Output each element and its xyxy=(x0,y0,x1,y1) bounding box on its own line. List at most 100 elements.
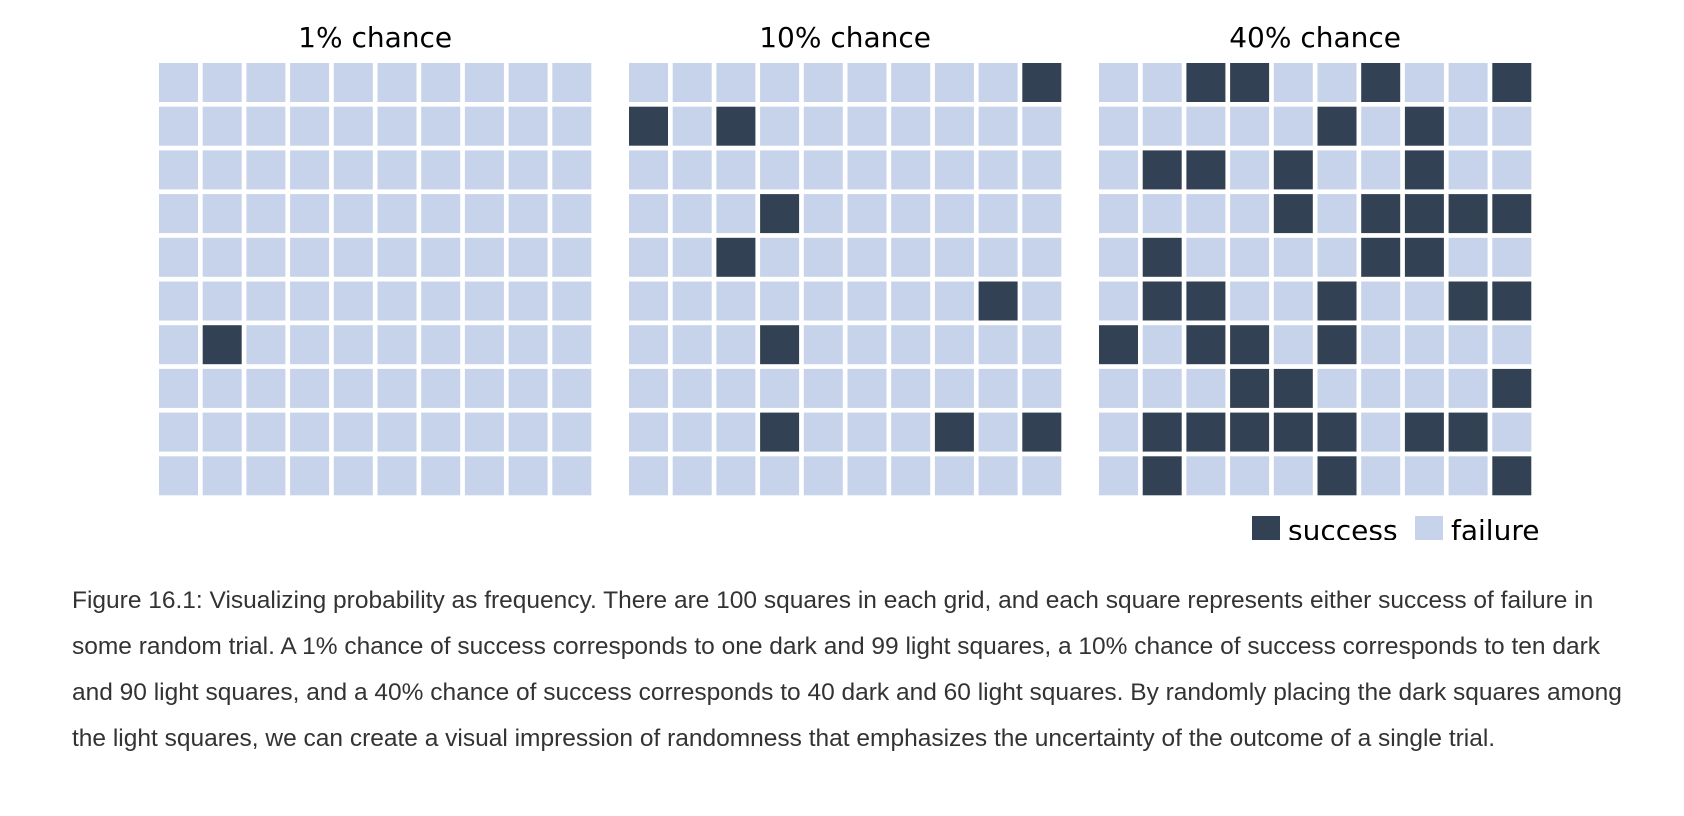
failure-square xyxy=(760,456,800,496)
failure-square xyxy=(716,194,756,234)
failure-square xyxy=(847,63,887,102)
failure-square xyxy=(202,412,242,452)
failure-square xyxy=(552,194,592,234)
failure-square xyxy=(290,412,330,452)
failure-square xyxy=(672,106,712,146)
failure-square xyxy=(1273,281,1313,321)
failure-square xyxy=(202,237,242,277)
failure-square xyxy=(1230,281,1270,321)
failure-square xyxy=(672,412,712,452)
failure-square xyxy=(672,368,712,408)
legend-success-label: success xyxy=(1288,514,1398,540)
failure-square xyxy=(333,237,373,277)
failure-square xyxy=(1186,194,1226,234)
failure-square xyxy=(803,106,843,146)
failure-square xyxy=(672,63,712,102)
success-square xyxy=(760,194,800,234)
success-square xyxy=(1317,281,1357,321)
failure-square xyxy=(1099,194,1138,234)
failure-square xyxy=(1492,412,1532,452)
failure-square xyxy=(377,368,417,408)
failure-square xyxy=(978,106,1018,146)
failure-square xyxy=(290,237,330,277)
failure-square xyxy=(847,106,887,146)
success-square xyxy=(760,325,800,365)
failure-square xyxy=(421,237,461,277)
failure-square xyxy=(508,456,548,496)
failure-square xyxy=(891,281,931,321)
failure-square xyxy=(508,63,548,102)
failure-square xyxy=(1099,456,1138,496)
failure-square xyxy=(672,194,712,234)
failure-square xyxy=(629,237,668,277)
failure-square xyxy=(891,194,931,234)
failure-square xyxy=(1361,456,1401,496)
failure-square xyxy=(333,63,373,102)
failure-square xyxy=(716,325,756,365)
success-square xyxy=(1230,368,1270,408)
success-square xyxy=(1404,237,1444,277)
failure-square xyxy=(377,63,417,102)
failure-square xyxy=(1099,412,1138,452)
failure-square xyxy=(464,150,504,190)
failure-square xyxy=(377,237,417,277)
success-square xyxy=(1186,281,1226,321)
success-square xyxy=(1361,194,1401,234)
failure-square xyxy=(159,412,198,452)
failure-square xyxy=(1022,281,1062,321)
failure-square xyxy=(552,237,592,277)
failure-square xyxy=(1099,237,1138,277)
failure-square xyxy=(159,194,198,234)
success-square xyxy=(202,325,242,365)
failure-square xyxy=(1448,237,1488,277)
success-square xyxy=(1492,456,1532,496)
failure-square xyxy=(1099,368,1138,408)
success-square xyxy=(978,281,1018,321)
failure-square xyxy=(847,194,887,234)
success-square xyxy=(1186,63,1226,102)
failure-square xyxy=(1022,368,1062,408)
failure-square xyxy=(333,281,373,321)
failure-square xyxy=(1022,150,1062,190)
failure-square xyxy=(421,412,461,452)
failure-square xyxy=(246,237,286,277)
success-square xyxy=(760,412,800,452)
failure-square xyxy=(1186,456,1226,496)
failure-square xyxy=(891,63,931,102)
failure-square xyxy=(891,325,931,365)
failure-square xyxy=(978,237,1018,277)
failure-square xyxy=(978,150,1018,190)
success-square xyxy=(1361,237,1401,277)
failure-square xyxy=(464,456,504,496)
panel-title: 1% chance xyxy=(298,21,452,54)
failure-square xyxy=(464,412,504,452)
failure-square xyxy=(1099,281,1138,321)
failure-square xyxy=(1186,106,1226,146)
failure-square xyxy=(552,63,592,102)
failure-square xyxy=(1230,150,1270,190)
success-square xyxy=(716,237,756,277)
failure-square xyxy=(333,194,373,234)
success-square xyxy=(934,412,974,452)
failure-square xyxy=(159,237,198,277)
failure-square xyxy=(934,106,974,146)
failure-square xyxy=(1230,194,1270,234)
failure-square xyxy=(1404,63,1444,102)
failure-square xyxy=(246,194,286,234)
failure-square xyxy=(847,150,887,190)
failure-square xyxy=(934,194,974,234)
failure-square xyxy=(1317,368,1357,408)
failure-square xyxy=(1022,325,1062,365)
success-square xyxy=(1022,412,1062,452)
failure-square xyxy=(891,368,931,408)
failure-square xyxy=(421,456,461,496)
failure-square xyxy=(290,368,330,408)
failure-square xyxy=(1022,237,1062,277)
failure-square xyxy=(202,368,242,408)
failure-square xyxy=(508,194,548,234)
failure-square xyxy=(1448,63,1488,102)
failure-square xyxy=(1230,237,1270,277)
waffle-chart-figure: 1% chance 10% chance 40% chance success fa… xyxy=(159,21,1539,540)
failure-square xyxy=(552,281,592,321)
failure-square xyxy=(246,281,286,321)
